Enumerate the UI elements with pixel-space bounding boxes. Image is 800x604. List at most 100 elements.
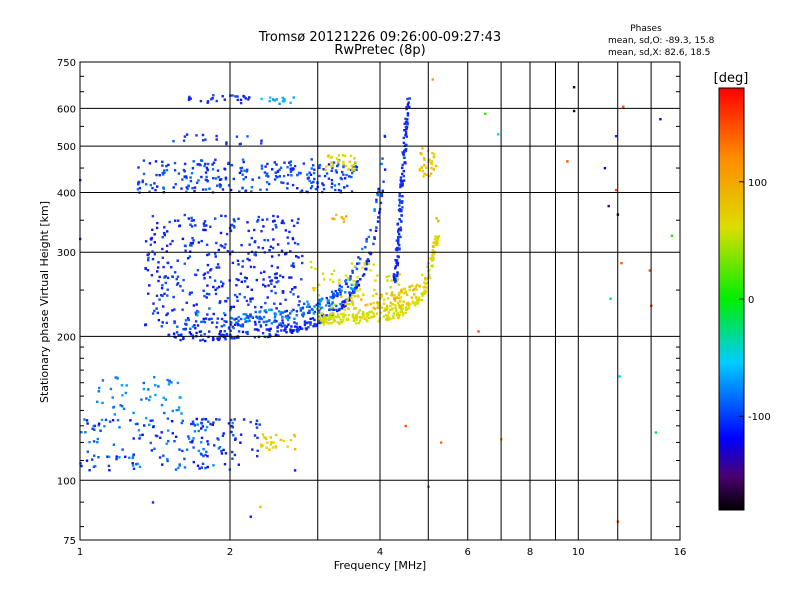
data-point-O (273, 161, 276, 164)
data-point-X (420, 153, 423, 156)
data-point-O (205, 166, 209, 170)
data-point-O (200, 453, 203, 456)
data-point-O (175, 331, 179, 334)
data-point-O (296, 221, 299, 225)
data-point-O (223, 246, 226, 249)
data-point-O (290, 167, 293, 170)
data-point-O (189, 291, 192, 295)
data-point-X (413, 293, 416, 296)
data-point-X (351, 167, 354, 170)
data-point-X (386, 279, 389, 282)
data-point-O (301, 307, 304, 310)
data-point-O (287, 173, 290, 177)
data-point-X (385, 304, 389, 307)
data-point-O (142, 159, 146, 162)
data-point-O (131, 464, 135, 467)
data-point-X (372, 312, 375, 315)
data-point-O (401, 195, 404, 198)
data-point-O (288, 316, 291, 319)
data-point-O (154, 384, 157, 387)
data-point-O (240, 280, 243, 283)
data-point-X (353, 265, 356, 268)
data-point-X (286, 445, 289, 448)
data-point-X (371, 294, 375, 297)
data-point-X (397, 283, 401, 286)
data-point-X (321, 317, 324, 320)
data-point-O (275, 272, 278, 275)
data-point-O (192, 219, 195, 222)
data-point-O (281, 96, 285, 100)
data-point-O (202, 289, 205, 292)
data-point-X (393, 294, 396, 297)
data-point-O (359, 278, 362, 281)
data-point-O (331, 293, 335, 297)
data-point-O (397, 229, 400, 232)
data-point-O (287, 323, 290, 326)
data-point-X (420, 292, 423, 295)
data-point-O (380, 162, 383, 166)
data-point-O (396, 261, 399, 265)
data-point-X (392, 315, 395, 318)
data-point-X (351, 300, 354, 304)
data-point-X (340, 295, 343, 298)
data-point-O (309, 323, 312, 326)
data-point-O (325, 172, 329, 175)
data-point-O (144, 267, 147, 270)
data-point-O (183, 175, 186, 178)
data-point-O (172, 140, 175, 143)
data-point-O (153, 447, 156, 450)
data-point-O (161, 173, 165, 176)
data-point-O (257, 246, 260, 249)
data-point-O (253, 328, 257, 331)
data-point-O (218, 178, 222, 181)
data-point-O (290, 331, 294, 334)
data-point-O (271, 228, 275, 231)
data-point-O (330, 186, 333, 189)
data-point-O (215, 138, 218, 141)
data-point-X (424, 286, 428, 289)
data-point-O (124, 455, 127, 458)
data-point-O (85, 459, 89, 462)
data-point-O (292, 262, 295, 265)
data-point-O (396, 271, 399, 274)
data-point-X (429, 257, 432, 260)
data-point-O (225, 142, 228, 146)
data-point-X (359, 316, 362, 319)
data-point-X (400, 309, 403, 313)
data-point-O (154, 188, 157, 192)
data-point-X (351, 313, 355, 316)
data-point-O (161, 463, 164, 466)
data-point-O (350, 292, 354, 295)
data-point-X (325, 165, 328, 168)
data-point-O (241, 186, 244, 190)
data-point-O (342, 173, 345, 176)
data-point-O (268, 275, 271, 279)
data-point-O (367, 235, 370, 239)
data-point-X (361, 266, 364, 269)
data-point-O (115, 457, 118, 461)
data-point-O (348, 293, 352, 297)
data-point-O (281, 219, 284, 222)
data-point-X (351, 293, 354, 297)
data-point-X (364, 304, 367, 307)
data-point-O (310, 185, 314, 188)
data-point-O (327, 177, 331, 180)
data-point-O (397, 242, 400, 245)
data-point-O (216, 286, 219, 290)
data-point-O (201, 338, 205, 341)
data-point-X (271, 446, 275, 449)
data-point-X (340, 312, 343, 316)
data-point-X (322, 323, 325, 326)
data-point-O (375, 226, 378, 229)
data-point-O (293, 286, 296, 289)
data-point-O (351, 271, 354, 274)
data-point-O (394, 259, 397, 262)
data-point-X (261, 433, 265, 436)
data-point-O (227, 161, 230, 165)
data-point-O (241, 173, 244, 176)
data-point-O (241, 158, 245, 161)
data-point-X (348, 160, 351, 163)
data-point-X (405, 307, 409, 311)
data-point-O (181, 419, 184, 422)
data-point-O (408, 105, 411, 109)
